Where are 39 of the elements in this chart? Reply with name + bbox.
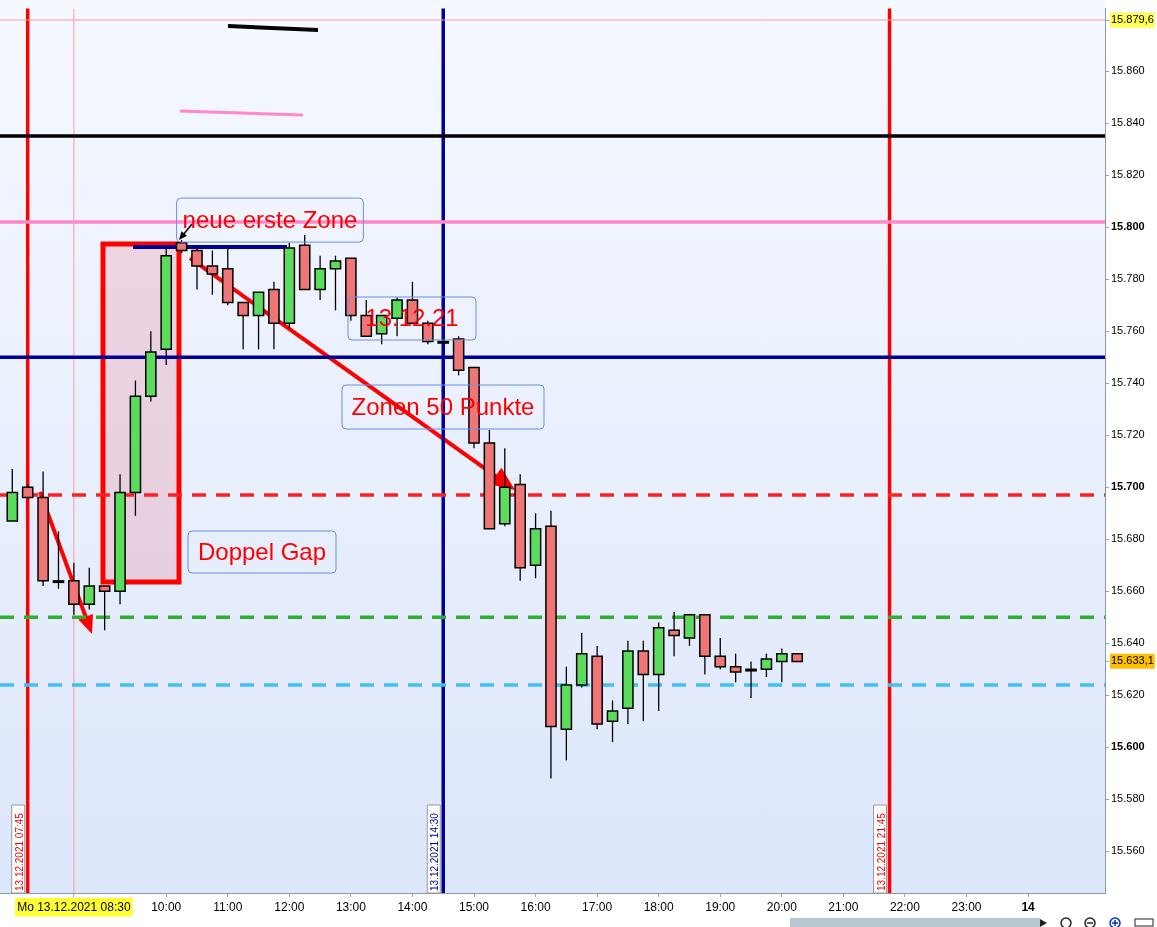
x-tick-label: 23:00 [951, 899, 982, 914]
y-tick-label: 15.580 [1111, 792, 1145, 805]
x-tick-label: 14:00 [397, 899, 428, 914]
ref-line-label: 13.12.2021 14:30 [429, 812, 441, 891]
y-tick-label: 15.640 [1111, 636, 1145, 649]
ref-line-label: 13.12.2021 07:45 [13, 812, 25, 891]
x-tick-label: 18:00 [643, 899, 675, 914]
ref-line-label: 13.12.2021 21:45 [875, 812, 887, 891]
annotation: neue erste Zone [182, 205, 358, 233]
x-tick-label: 19:00 [705, 899, 736, 914]
x-tick-label: 13:00 [335, 899, 367, 914]
y-tick-label: 15.620 [1111, 688, 1145, 701]
x-tick-label: 10:00 [151, 899, 182, 914]
x-tick-label: 16:00 [520, 899, 551, 914]
x-tick-label: 21:00 [828, 899, 859, 914]
y-tick-label: 15.720 [1111, 428, 1145, 441]
x-tick-label: 20:00 [766, 899, 798, 914]
y-tick-label: 15.560 [1111, 844, 1145, 857]
x-tick-label: Mo 13.12.2021 08:30 [17, 899, 131, 914]
x-tick-label: 11:00 [213, 899, 243, 914]
x-tick-label: 14 [1021, 899, 1036, 914]
x-tick-label: 17:00 [582, 899, 613, 914]
y-tick-label: 15.600 [1111, 740, 1145, 753]
y-tick-label: 15.800 [1111, 220, 1145, 233]
y-tick-label: 15.820 [1111, 168, 1145, 181]
y-tick-label: 15.860 [1111, 64, 1145, 77]
x-tick-label: 22:00 [889, 899, 921, 914]
y-tick-label: 15.879,6 [1111, 13, 1154, 26]
annotation: Doppel Gap [197, 537, 327, 565]
y-tick-label: 15.740 [1111, 376, 1145, 389]
y-tick-label: 15.680 [1111, 532, 1145, 545]
y-tick-label: 15.633,1 [1111, 654, 1154, 667]
x-tick-label: 12:00 [274, 899, 305, 914]
y-tick-label: 15.780 [1111, 272, 1145, 285]
x-tick-label: 15:00 [459, 899, 490, 914]
y-tick-label: 15.660 [1111, 584, 1145, 597]
y-tick-label: 15.840 [1111, 116, 1145, 129]
y-tick-label: 15.760 [1111, 324, 1145, 337]
y-tick-label: 15.700 [1111, 480, 1145, 493]
